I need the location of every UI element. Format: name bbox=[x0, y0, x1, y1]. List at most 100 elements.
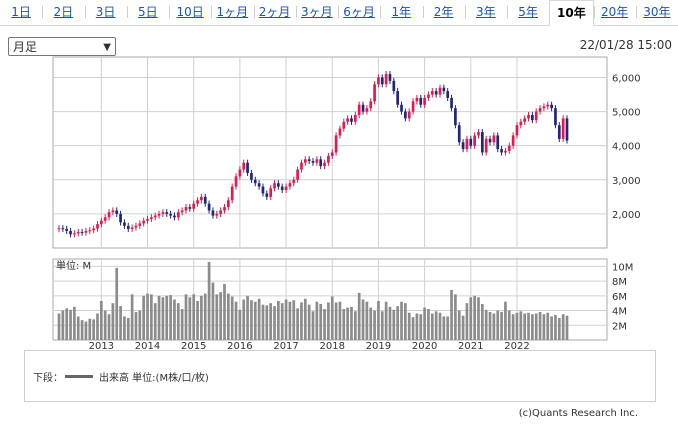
candle-up bbox=[219, 210, 222, 214]
volume-bar bbox=[342, 309, 346, 340]
volume-bar bbox=[319, 303, 323, 340]
tab-7[interactable]: 3ヶ月 bbox=[295, 0, 338, 26]
candle-up bbox=[76, 231, 80, 234]
candle-up bbox=[284, 186, 288, 191]
volume-bar bbox=[411, 317, 415, 340]
volume-bar bbox=[273, 306, 276, 340]
volume-bar bbox=[519, 311, 523, 340]
tab-15[interactable]: 30年 bbox=[635, 0, 678, 26]
tab-2[interactable]: 3日 bbox=[84, 0, 127, 26]
volume-bar bbox=[92, 319, 95, 340]
volume-bar bbox=[515, 312, 519, 340]
tab-6[interactable]: 2ヶ月 bbox=[253, 0, 296, 26]
candle-up bbox=[138, 223, 142, 226]
price-tick-label: 5,000 bbox=[612, 108, 641, 119]
tab-14[interactable]: 20年 bbox=[593, 0, 636, 26]
volume-bar bbox=[269, 303, 273, 340]
volume-bar bbox=[365, 301, 369, 340]
tab-5[interactable]: 1ヶ月 bbox=[211, 0, 254, 26]
volume-bar bbox=[126, 317, 130, 340]
candle-up bbox=[473, 135, 476, 146]
candle-down bbox=[531, 114, 534, 121]
volume-bar bbox=[280, 303, 284, 340]
volume-bar bbox=[246, 295, 249, 340]
price-tick-label: 4,000 bbox=[612, 142, 641, 153]
tab-9[interactable]: 1年 bbox=[380, 0, 423, 26]
candle-down bbox=[500, 149, 503, 153]
candle-up bbox=[377, 77, 380, 85]
tab-1[interactable]: 2日 bbox=[42, 0, 85, 26]
volume-bar bbox=[477, 297, 480, 340]
candle-down bbox=[250, 172, 253, 180]
period-select[interactable]: 月足 ▼ bbox=[8, 37, 116, 56]
volume-bar bbox=[169, 295, 172, 340]
tab-3[interactable]: 5日 bbox=[126, 0, 169, 26]
volume-bar bbox=[434, 311, 438, 340]
volume-bar bbox=[473, 295, 476, 340]
candle-up bbox=[142, 220, 146, 224]
x-tick-label: 2022 bbox=[504, 341, 529, 350]
volume-bar bbox=[504, 301, 507, 340]
candle-down bbox=[380, 77, 384, 85]
candle-up bbox=[146, 219, 149, 221]
candle-down bbox=[65, 228, 69, 231]
volume-bar bbox=[407, 312, 411, 340]
tab-10[interactable]: 2年 bbox=[422, 0, 465, 26]
tab-11[interactable]: 3年 bbox=[464, 0, 507, 26]
volume-bar bbox=[215, 294, 219, 340]
candle-up bbox=[477, 132, 480, 136]
volume-bar bbox=[188, 297, 192, 340]
volume-bar bbox=[134, 312, 138, 340]
candle-up bbox=[411, 101, 415, 112]
volume-bar bbox=[454, 294, 457, 340]
volume-bar bbox=[323, 309, 326, 340]
candle-up bbox=[180, 210, 184, 213]
candle-up bbox=[161, 212, 165, 214]
candle-down bbox=[280, 186, 284, 191]
chevron-down-icon: ▼ bbox=[103, 42, 111, 53]
candle-up bbox=[92, 228, 95, 231]
candle-up bbox=[542, 106, 546, 109]
candle-up bbox=[176, 212, 180, 218]
tab-12[interactable]: 5年 bbox=[507, 0, 550, 26]
candle-up bbox=[303, 159, 307, 163]
candle-up bbox=[150, 217, 153, 220]
volume-bar bbox=[146, 293, 149, 340]
candle-down bbox=[165, 212, 169, 214]
volume-bar bbox=[142, 295, 146, 340]
volume-bar bbox=[277, 300, 280, 340]
candle-down bbox=[488, 138, 492, 143]
candle-up bbox=[196, 200, 199, 204]
candle-down bbox=[307, 159, 311, 162]
candle-up bbox=[234, 176, 238, 187]
volume-bar bbox=[307, 304, 311, 340]
candle-up bbox=[507, 145, 511, 151]
candle-down bbox=[211, 210, 215, 216]
tab-0[interactable]: 1日 bbox=[0, 0, 43, 26]
volume-bar bbox=[238, 309, 242, 340]
candle-down bbox=[404, 111, 407, 119]
volume-bar bbox=[546, 312, 550, 340]
timestamp: 22/01/28 15:00 bbox=[579, 38, 672, 52]
volume-bar bbox=[99, 300, 103, 340]
volume-bar bbox=[450, 289, 453, 340]
volume-tick-label: 8M bbox=[612, 277, 627, 288]
period-select-value: 月足 bbox=[13, 40, 38, 54]
tab-13[interactable]: 10年 bbox=[549, 0, 594, 26]
candle-up bbox=[242, 162, 246, 170]
candle-up bbox=[438, 87, 442, 95]
volume-tick-label: 6M bbox=[612, 292, 627, 303]
volume-bar bbox=[330, 296, 334, 340]
volume-bar bbox=[250, 300, 253, 340]
candle-down bbox=[434, 91, 438, 95]
volume-bar bbox=[203, 293, 207, 340]
candle-up bbox=[334, 135, 338, 153]
candle-up bbox=[527, 114, 530, 119]
candle-down bbox=[126, 225, 130, 229]
tab-8[interactable]: 6ヶ月 bbox=[338, 0, 381, 26]
volume-bar bbox=[492, 313, 496, 340]
volume-bar bbox=[404, 303, 407, 340]
tab-4[interactable]: 10日 bbox=[169, 0, 212, 26]
volume-bar bbox=[442, 316, 446, 340]
volume-bar bbox=[377, 300, 380, 340]
